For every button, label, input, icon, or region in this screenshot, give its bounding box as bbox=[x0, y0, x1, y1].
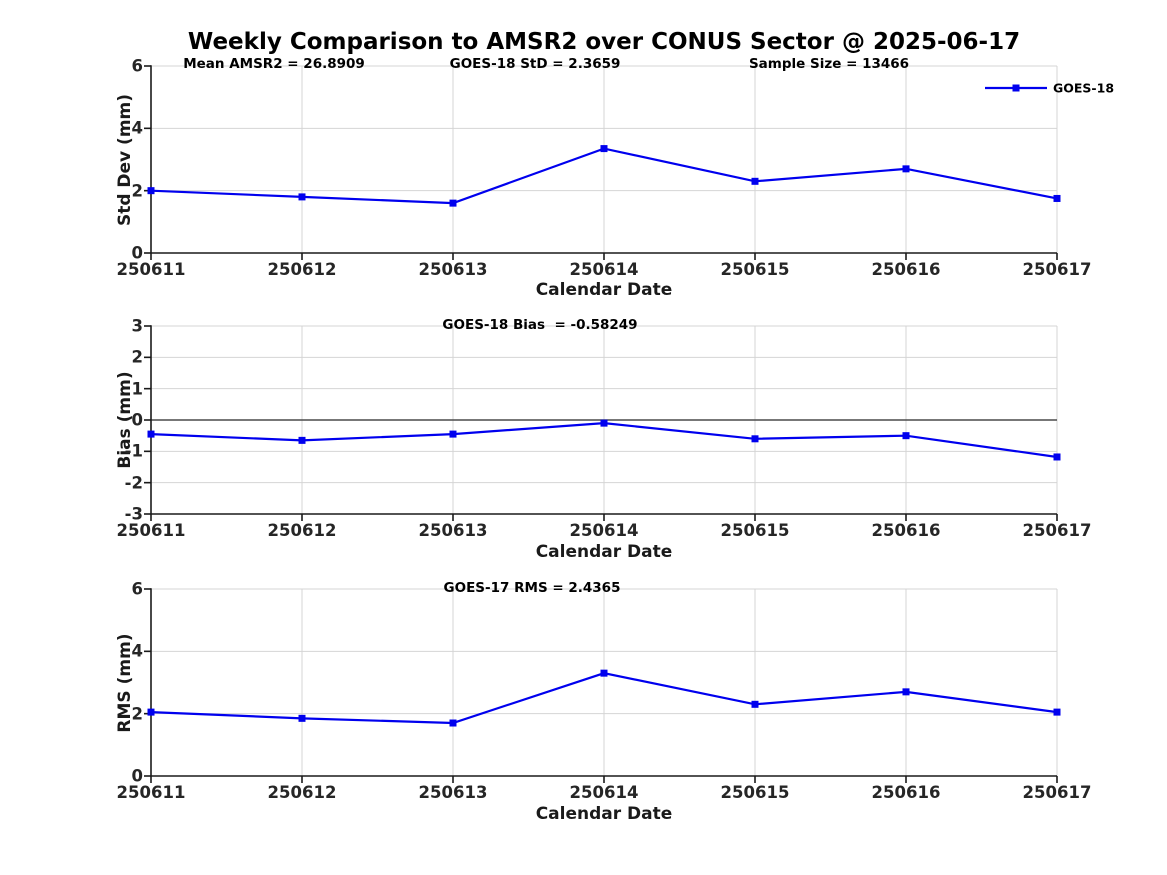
y-tick-label: 6 bbox=[131, 579, 143, 599]
y-tick-label: -2 bbox=[124, 473, 143, 493]
data-point-marker bbox=[147, 708, 155, 716]
y-tick-label: 4 bbox=[131, 641, 143, 661]
data-point-marker bbox=[449, 199, 457, 207]
y-axis-label-std-dev: Std Dev (mm) bbox=[115, 93, 135, 227]
y-tick-label: 0 bbox=[131, 243, 143, 263]
annotation-goes18-std: GOES-18 StD = 2.3659 bbox=[449, 56, 621, 72]
x-tick-label: 250614 bbox=[569, 260, 639, 279]
annotation-goes18-bias: GOES-18 Bias = -0.58249 bbox=[442, 317, 638, 333]
data-point-marker bbox=[902, 688, 910, 696]
x-tick-label: 250615 bbox=[720, 783, 790, 802]
data-point-marker bbox=[147, 187, 155, 195]
annotation-goes17-rms: GOES-17 RMS = 2.4365 bbox=[443, 580, 621, 596]
x-tick-label: 250611 bbox=[116, 783, 186, 802]
x-tick-label: 250611 bbox=[116, 260, 186, 279]
y-tick-label: 6 bbox=[131, 56, 143, 76]
y-tick-label: -3 bbox=[124, 504, 143, 524]
legend-label: GOES-18 bbox=[1053, 80, 1115, 96]
y-tick-label: 2 bbox=[131, 181, 143, 201]
y-tick-label: 0 bbox=[131, 766, 143, 786]
annotation-sample-size: Sample Size = 13466 bbox=[748, 56, 910, 72]
data-point-marker bbox=[298, 714, 306, 722]
x-tick-label: 250616 bbox=[871, 783, 941, 802]
x-tick-label: 250613 bbox=[418, 521, 488, 540]
x-tick-label: 250615 bbox=[720, 260, 790, 279]
data-point-marker bbox=[1053, 708, 1061, 716]
data-point-marker bbox=[600, 145, 608, 153]
x-axis-label-3: Calendar Date bbox=[535, 804, 673, 824]
legend-line-sample bbox=[985, 84, 1047, 92]
x-axis-label-2: Calendar Date bbox=[535, 542, 673, 562]
x-axis-label-1: Calendar Date bbox=[535, 280, 673, 300]
subplot-2 bbox=[144, 325, 1061, 521]
x-tick-label: 250613 bbox=[418, 260, 488, 279]
data-point-marker bbox=[1053, 453, 1061, 461]
x-tick-label: 250616 bbox=[871, 260, 941, 279]
data-point-marker bbox=[449, 430, 457, 438]
x-tick-label: 250614 bbox=[569, 783, 639, 802]
chart-title: Weekly Comparison to AMSR2 over CONUS Se… bbox=[187, 29, 1021, 55]
x-tick-label: 250612 bbox=[267, 783, 337, 802]
data-point-marker bbox=[751, 435, 759, 443]
data-point-marker bbox=[298, 436, 306, 444]
x-tick-label: 250612 bbox=[267, 260, 337, 279]
y-tick-label: 3 bbox=[131, 316, 143, 336]
data-point-marker bbox=[1053, 194, 1061, 202]
data-point-marker bbox=[298, 193, 306, 201]
data-point-marker bbox=[449, 719, 457, 727]
x-tick-label: 250613 bbox=[418, 783, 488, 802]
x-tick-label: 250615 bbox=[720, 521, 790, 540]
x-tick-label: 250612 bbox=[267, 521, 337, 540]
x-tick-label: 250616 bbox=[871, 521, 941, 540]
data-point-marker bbox=[600, 669, 608, 677]
data-point-marker bbox=[902, 165, 910, 173]
y-tick-label: 1 bbox=[131, 379, 143, 399]
legend-marker-icon bbox=[1012, 84, 1020, 92]
x-tick-label: 250611 bbox=[116, 521, 186, 540]
subplot-1 bbox=[144, 65, 1061, 260]
data-point-marker bbox=[902, 432, 910, 440]
y-tick-label: 2 bbox=[131, 704, 143, 724]
data-point-marker bbox=[751, 177, 759, 185]
y-tick-label: -1 bbox=[124, 441, 143, 461]
x-tick-label: 250617 bbox=[1022, 521, 1092, 540]
x-tick-label: 250617 bbox=[1022, 260, 1092, 279]
x-tick-label: 250617 bbox=[1022, 783, 1092, 802]
y-tick-label: 2 bbox=[131, 347, 143, 367]
x-tick-label: 250614 bbox=[569, 521, 639, 540]
y-tick-label: 0 bbox=[131, 410, 143, 430]
subplot-3 bbox=[144, 588, 1061, 783]
data-point-marker bbox=[600, 419, 608, 427]
data-point-marker bbox=[147, 430, 155, 438]
y-tick-label: 4 bbox=[131, 118, 143, 138]
data-point-marker bbox=[751, 700, 759, 708]
annotation-mean-amsr2: Mean AMSR2 = 26.8909 bbox=[183, 56, 365, 72]
